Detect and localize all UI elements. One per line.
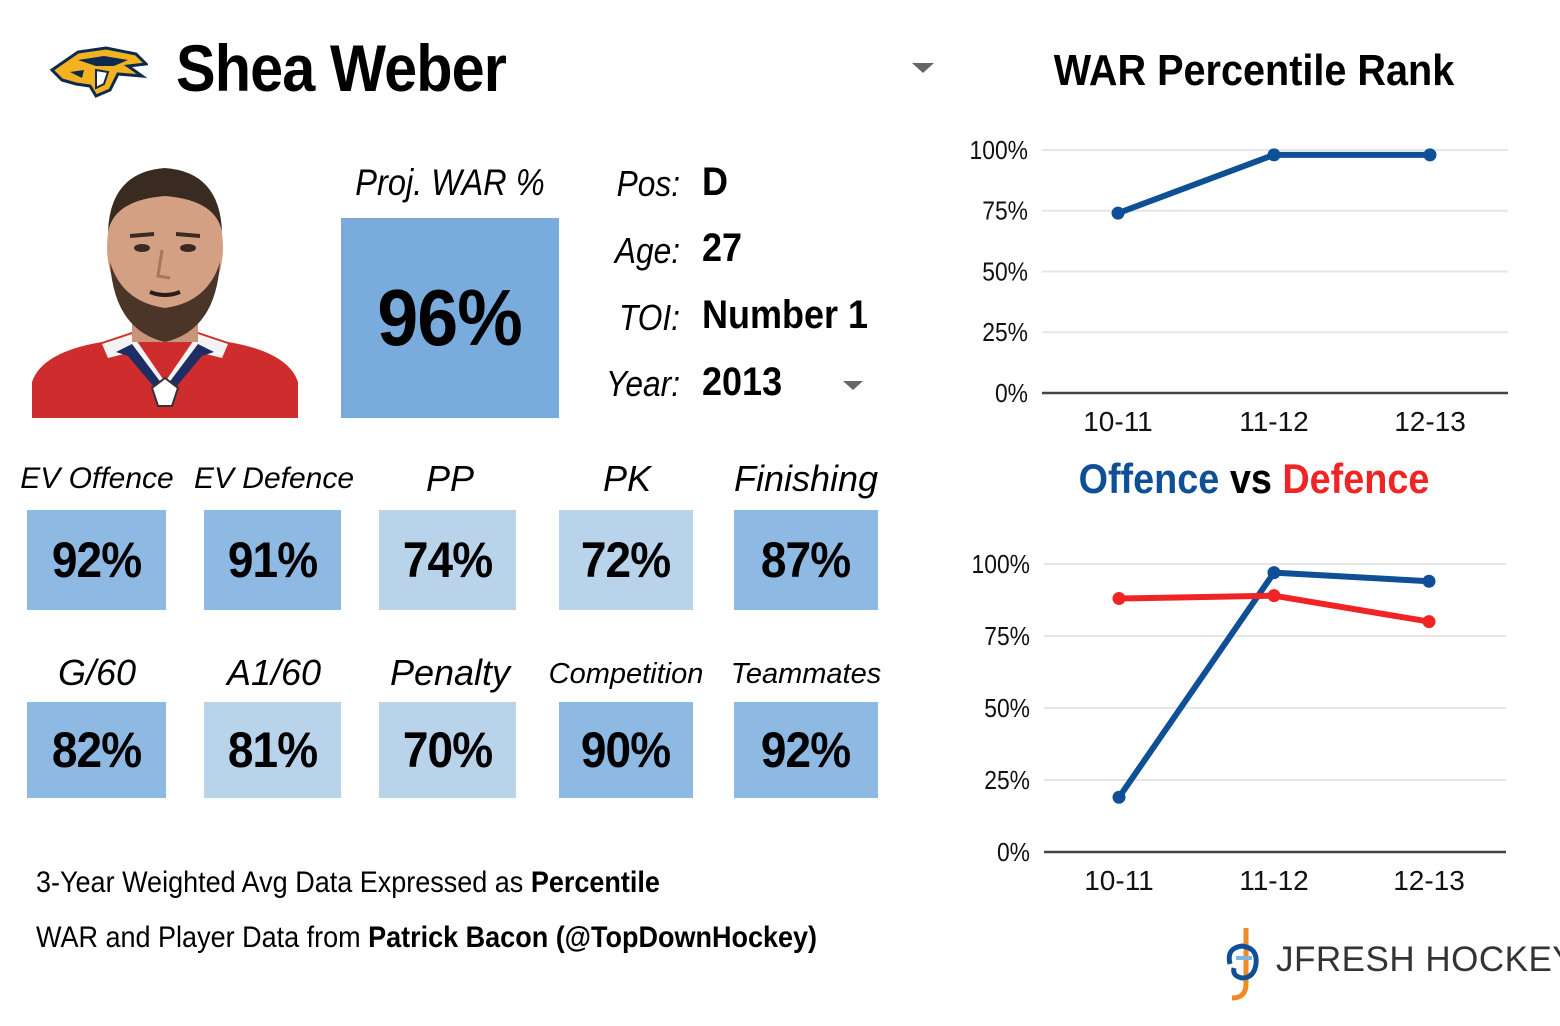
stat-value-a160: 81% bbox=[227, 722, 318, 778]
jfresh-logo-icon bbox=[1226, 928, 1259, 1001]
stat-tile-pp: 74% bbox=[379, 510, 516, 610]
x-tick-label: 12-13 bbox=[1393, 865, 1465, 896]
stat-tile-competition: 90% bbox=[559, 702, 693, 798]
stat-tile-finishing: 87% bbox=[734, 510, 878, 610]
footer-note-source: WAR and Player Data from Patrick Bacon (… bbox=[36, 921, 817, 955]
data-point bbox=[1422, 574, 1436, 588]
offence-vs-defence-title: Offence vs Defence bbox=[1025, 455, 1482, 503]
year-label: Year: bbox=[606, 363, 680, 404]
stat-label-competition: Competition bbox=[548, 658, 704, 690]
toi-label: TOI: bbox=[618, 297, 680, 338]
y-tick-label: 50% bbox=[984, 695, 1030, 724]
pos-label: Pos: bbox=[616, 163, 680, 204]
team-logo bbox=[49, 46, 148, 98]
data-point bbox=[1423, 148, 1437, 162]
stat-label-ev-offence: EV Offence bbox=[20, 462, 174, 495]
stat-tile-teammates: 92% bbox=[734, 702, 878, 798]
y-tick-label: 50% bbox=[982, 258, 1028, 287]
war-chart-title: WAR Percentile Rank bbox=[1053, 46, 1455, 95]
stat-value-competition: 90% bbox=[581, 722, 671, 778]
y-tick-label: 0% bbox=[997, 839, 1030, 868]
data-point bbox=[1267, 566, 1281, 580]
stat-label-ev-defence: EV Defence bbox=[193, 462, 355, 495]
stat-value-ev-defence: 91% bbox=[227, 532, 318, 588]
stat-value-teammates: 92% bbox=[761, 722, 851, 778]
stat-tile-penalty: 70% bbox=[379, 702, 516, 798]
age-label: Age: bbox=[614, 230, 680, 271]
player-headshot bbox=[32, 152, 298, 418]
y-tick-label: 25% bbox=[982, 319, 1028, 348]
proj-war-value: 96% bbox=[377, 273, 523, 362]
stat-value-pp: 74% bbox=[402, 532, 493, 588]
series-line bbox=[1116, 151, 1430, 216]
stat-tile-ev-defence: 91% bbox=[204, 510, 341, 610]
stat-label-teammates: Teammates bbox=[730, 658, 882, 690]
footer-line1-text: 3-Year Weighted Avg Data Expressed as bbox=[36, 866, 531, 899]
stat-label-penalty: Penalty bbox=[389, 652, 511, 693]
footer-note-percentile: 3-Year Weighted Avg Data Expressed as Pe… bbox=[36, 866, 660, 900]
title-offence: Offence bbox=[1078, 455, 1220, 502]
war-percentile-chart: 0% 25% 50% 75% 100% 10-11 11-12 12-13 bbox=[970, 137, 1508, 437]
data-point bbox=[1112, 790, 1126, 804]
stat-label-pp: PP bbox=[425, 458, 475, 499]
proj-war-tile: 96% bbox=[341, 218, 559, 418]
toi-value: Number 1 bbox=[702, 293, 869, 337]
player-dropdown-arrow-icon[interactable] bbox=[912, 63, 934, 73]
x-tick-label: 11-12 bbox=[1239, 865, 1309, 896]
stat-tile-a160: 81% bbox=[204, 702, 341, 798]
pos-value: D bbox=[702, 160, 729, 204]
stat-value-ev-offence: 92% bbox=[51, 532, 142, 588]
stat-label-pk: PK bbox=[602, 458, 652, 499]
stat-label-a160: A1/60 bbox=[226, 652, 322, 693]
y-tick-label: 75% bbox=[984, 623, 1030, 652]
y-tick-label: 100% bbox=[972, 551, 1030, 580]
x-tick-label: 10-11 bbox=[1084, 865, 1154, 896]
title-defence: Defence bbox=[1282, 455, 1430, 502]
brand-text: JFRESH HOCKEY bbox=[1276, 940, 1560, 979]
stat-tile-ev-offence: 92% bbox=[27, 510, 166, 610]
title-vs: vs bbox=[1229, 455, 1272, 502]
y-tick-label: 25% bbox=[984, 767, 1030, 796]
y-tick-label: 75% bbox=[982, 197, 1028, 226]
year-value[interactable]: 2013 bbox=[702, 360, 783, 404]
footer-line1-bold: Percentile bbox=[530, 866, 660, 899]
footer-line2-bold: Patrick Bacon (@TopDownHockey) bbox=[368, 921, 818, 954]
x-tick-label: 11-12 bbox=[1239, 406, 1309, 437]
player-name: Shea Weber bbox=[176, 31, 507, 105]
x-tick-label: 12-13 bbox=[1394, 406, 1466, 437]
stat-value-penalty: 70% bbox=[402, 722, 493, 778]
footer-line2-text: WAR and Player Data from bbox=[36, 921, 369, 954]
data-point bbox=[1267, 589, 1281, 603]
stat-value-finishing: 87% bbox=[761, 532, 851, 588]
y-tick-label: 0% bbox=[995, 380, 1028, 409]
stat-tile-g60: 82% bbox=[27, 702, 166, 798]
stat-label-g60: G/60 bbox=[57, 652, 137, 693]
stat-tile-pk: 72% bbox=[559, 510, 693, 610]
y-tick-label: 100% bbox=[970, 137, 1028, 166]
age-value: 27 bbox=[702, 226, 743, 270]
stat-value-g60: 82% bbox=[51, 722, 142, 778]
year-dropdown-arrow-icon[interactable] bbox=[843, 381, 863, 390]
offence-vs-defence-chart: 0% 25% 50% 75% 100% 10-11 11-12 12-13 bbox=[972, 551, 1506, 896]
data-point bbox=[1267, 148, 1281, 162]
series-line bbox=[1116, 569, 1430, 799]
x-tick-label: 10-11 bbox=[1083, 406, 1153, 437]
data-point bbox=[1111, 206, 1125, 220]
stat-value-pk: 72% bbox=[581, 532, 671, 588]
data-point bbox=[1422, 615, 1436, 629]
stat-label-finishing: Finishing bbox=[733, 458, 879, 499]
proj-war-label: Proj. WAR % bbox=[355, 162, 545, 203]
data-point bbox=[1112, 592, 1126, 606]
